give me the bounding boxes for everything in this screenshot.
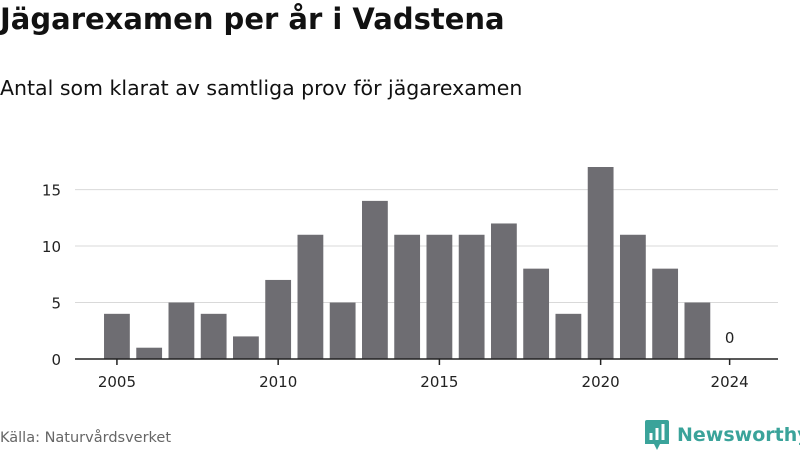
bar [136,347,163,359]
y-tick-label: 5 [51,295,61,313]
bar [490,223,517,359]
bar [233,336,259,359]
bar [523,268,550,359]
bar [297,234,324,359]
bar [555,313,582,359]
source-note: Källa: Naturvårdsverket [0,430,172,446]
chart-title: Jägarexamen per år i Vadstena [0,2,505,36]
bar [168,302,195,359]
x-tick-label: 2020 [582,373,620,391]
bar [587,167,614,359]
y-tick-label: 0 [51,351,61,369]
bar [265,279,292,359]
bar [652,268,679,359]
y-axis: 0 5 10 15 [42,182,61,369]
bar [329,302,356,359]
x-tick-label: 2010 [259,373,297,391]
bars [104,167,711,359]
bar [684,302,711,359]
data-label: 0 [725,329,735,347]
bar [200,313,227,359]
bar [458,234,485,359]
brand-name: Newsworthy [677,424,800,446]
x-tick-label: 2024 [711,373,749,391]
bar [362,200,388,359]
annotations: 0 [725,329,735,347]
bar [619,234,646,359]
x-tick-label: 2015 [420,373,458,391]
brand-logo: Newsworthy [645,420,800,450]
bar [394,234,421,359]
x-axis: 2005 2010 2015 2020 2024 [98,359,749,391]
y-tick-label: 15 [42,182,61,200]
chart-subtitle: Antal som klarat av samtliga prov för jä… [0,76,523,100]
x-tick-label: 2005 [98,373,136,391]
newsworthy-logo-icon [645,420,669,450]
bar [104,313,130,359]
bar [426,234,453,359]
y-tick-label: 10 [42,238,61,256]
